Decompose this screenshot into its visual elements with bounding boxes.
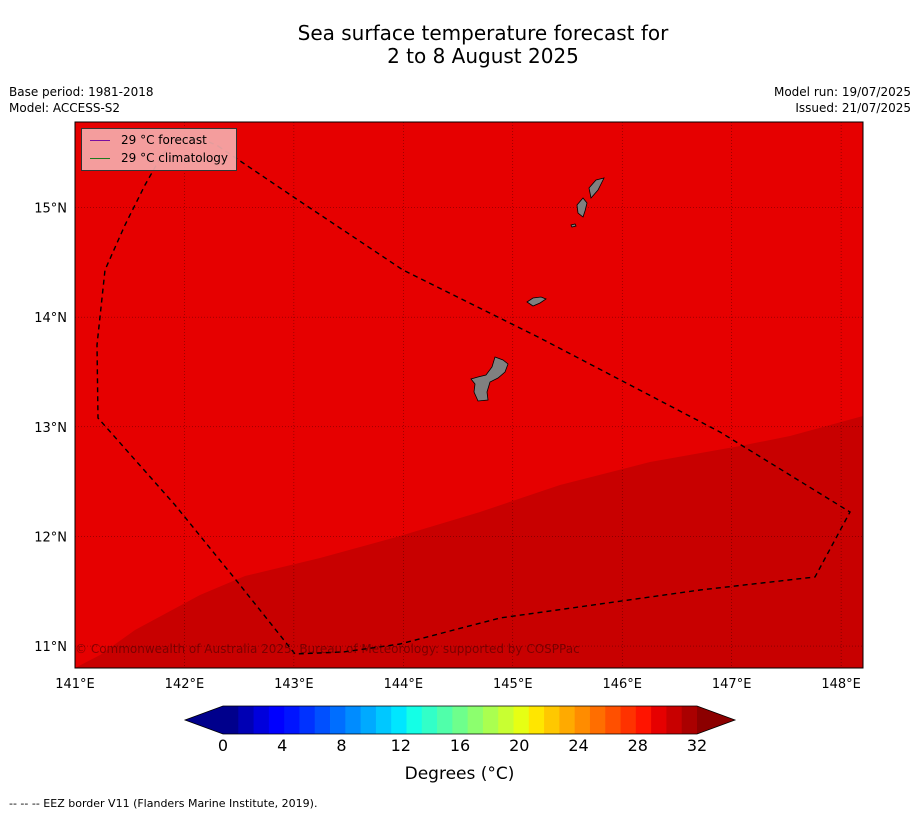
map-title: Sea surface temperature forecast for 2 t…	[0, 22, 919, 68]
legend-forecast: 29 °C forecast	[90, 132, 207, 148]
colorbar-segment	[238, 706, 254, 734]
island-guam	[470, 356, 509, 402]
colorbar-tick-label: 0	[218, 736, 228, 755]
island-tinian	[576, 197, 588, 218]
eez-border	[96, 137, 851, 655]
model-name: Model: ACCESS-S2	[9, 101, 121, 115]
colorbar-segment	[360, 706, 377, 734]
colorbar-segment	[421, 706, 438, 734]
colorbar-over-arrow	[697, 706, 735, 734]
colorbar-tick-label: 8	[336, 736, 346, 755]
base-period: Base period: 1981-2018	[9, 85, 154, 99]
lon-tick-label: 146°E	[602, 677, 642, 692]
colorbar-segment	[452, 706, 469, 734]
issued-date: Issued: 21/07/2025	[795, 101, 911, 115]
legend-climatology-label: 29 °C climatology	[121, 151, 229, 165]
forecast-line-swatch	[90, 139, 110, 141]
colorbar-tick-label: 12	[391, 736, 411, 755]
colorbar-tick-label: 16	[450, 736, 470, 755]
lon-tick-label: 148°E	[821, 677, 861, 692]
sst-warmest-zone	[75, 416, 863, 668]
map-frame	[74, 121, 864, 669]
colorbar-segment	[330, 706, 346, 734]
lat-tick-label: 13°N	[34, 421, 67, 436]
colorbar-segment	[605, 706, 621, 734]
colorbar-segment	[498, 706, 514, 734]
meta-right: Model run: 19/07/2025 Issued: 21/07/2025	[774, 84, 911, 116]
lat-tick-label: 11°N	[34, 640, 67, 655]
colorbar-tick-label: 20	[509, 736, 529, 755]
colorbar-segment	[513, 706, 530, 734]
legend-forecast-label: 29 °C forecast	[121, 133, 207, 147]
island-saipan	[588, 177, 605, 199]
lon-tick-label: 141°E	[55, 677, 95, 692]
copyright-notice: © Commonwealth of Australia 2025, Bureau…	[75, 642, 580, 656]
lon-tick-label: 147°E	[712, 677, 752, 692]
model-run: Model run: 19/07/2025	[773, 85, 911, 99]
colorbar-segment	[223, 706, 239, 734]
colorbar-segment	[314, 706, 331, 734]
lon-tick-label: 142°E	[165, 677, 205, 692]
latitude-ticks: 11°N 12°N 13°N 14°N 15°N	[34, 202, 67, 656]
colorbar-segment	[635, 706, 652, 734]
colorbar-segment	[253, 706, 270, 734]
lon-tick-label: 145°E	[493, 677, 533, 692]
lat-tick-label: 15°N	[34, 202, 67, 217]
colorbar-segment	[299, 706, 316, 734]
title-line-1: Sea surface temperature forecast for	[297, 21, 669, 45]
colorbar: 0 4 8 12 16 20 24 28 32	[183, 705, 737, 755]
eez-footnote: -- -- -- EEZ border V11 (Flanders Marine…	[9, 797, 318, 810]
colorbar-segment	[528, 706, 545, 734]
colorbar-segment	[375, 706, 392, 734]
colorbar-tick-label: 28	[628, 736, 648, 755]
colorbar-segment	[482, 706, 499, 734]
colorbar-segment	[544, 706, 560, 734]
colorbar-segment	[391, 706, 407, 734]
colorbar-tick-label: 32	[687, 736, 707, 755]
colorbar-segment	[620, 706, 637, 734]
lat-tick-label: 12°N	[34, 530, 67, 545]
colorbar-segment	[681, 706, 698, 734]
colorbar-tick-label: 24	[568, 736, 588, 755]
colorbar-segment	[589, 706, 606, 734]
lat-tick-label: 14°N	[34, 311, 67, 326]
legend-climatology: 29 °C climatology	[90, 150, 228, 166]
colorbar-label: Degrees (°C)	[404, 764, 515, 784]
colorbar-outline	[183, 705, 737, 735]
meta-left: Base period: 1981-2018 Model: ACCESS-S2	[9, 84, 154, 116]
colorbar-segment	[437, 706, 453, 734]
colorbar-under-arrow	[185, 706, 223, 734]
island-aguijan	[570, 223, 577, 228]
island-rota	[526, 296, 547, 307]
climatology-line-swatch	[90, 157, 110, 159]
colorbar-segment	[268, 706, 285, 734]
colorbar-segment	[574, 706, 591, 734]
map-legend: 29 °C forecast 29 °C climatology	[81, 128, 237, 171]
colorbar-segment	[345, 706, 362, 734]
colorbar-ticks: 0 4 8 12 16 20 24 28 32	[218, 736, 707, 755]
colorbar-segment	[559, 706, 576, 734]
lon-tick-label: 144°E	[384, 677, 424, 692]
lon-tick-label: 143°E	[274, 677, 314, 692]
colorbar-tick-label: 4	[277, 736, 287, 755]
colorbar-segment	[284, 706, 300, 734]
colorbar-segment	[651, 706, 667, 734]
colorbar-segment	[406, 706, 423, 734]
map-gridlines	[75, 122, 863, 668]
title-line-2: 2 to 8 August 2025	[387, 44, 579, 68]
colorbar-segment	[467, 706, 484, 734]
colorbar-segment	[666, 706, 683, 734]
longitude-ticks: 141°E 142°E 143°E 144°E 145°E 146°E 147°E 148°E	[55, 677, 861, 692]
